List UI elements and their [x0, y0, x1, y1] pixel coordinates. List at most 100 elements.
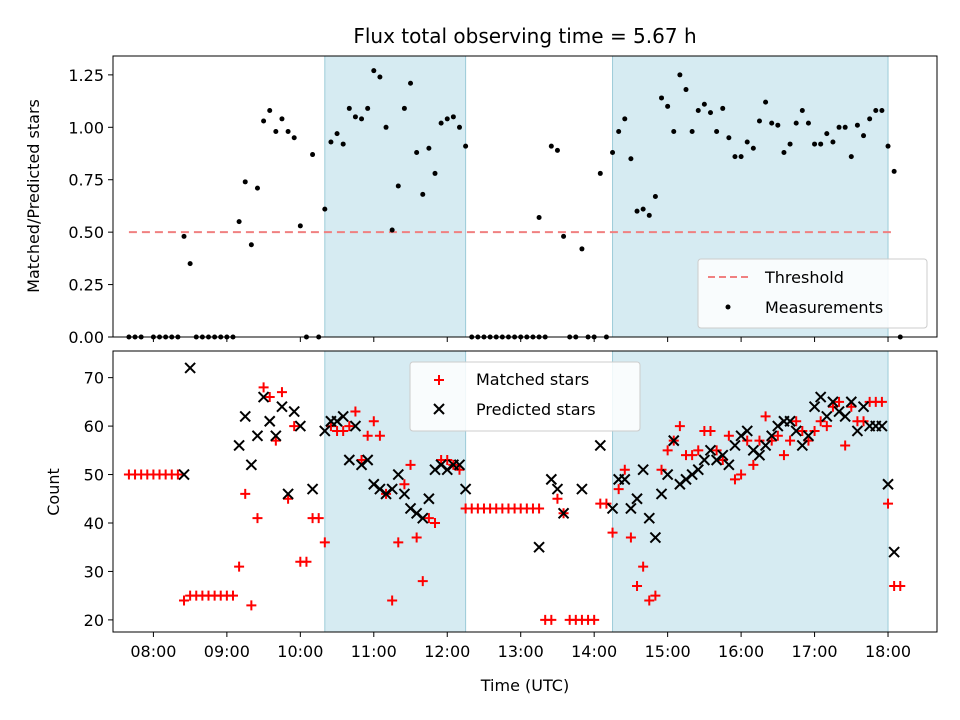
shaded-interval — [612, 351, 889, 632]
predicted-star-marker — [361, 454, 374, 466]
predicted-star-marker — [417, 512, 429, 524]
measurement-point — [659, 95, 665, 101]
predicted-star-marker — [545, 473, 558, 486]
matched-star-marker — [179, 595, 190, 606]
matched-star-marker — [821, 421, 832, 432]
y-tick-label: 50 — [84, 466, 104, 485]
measurement-point — [536, 214, 542, 220]
measurement-point — [346, 105, 352, 111]
y-tick-label: 40 — [84, 514, 104, 533]
matched-star-marker — [362, 430, 373, 441]
measurement-point — [297, 223, 303, 229]
matched-star-marker — [368, 416, 379, 427]
predicted-star-marker — [796, 439, 809, 452]
legend-matched-label: Matched stars — [476, 370, 589, 389]
measurement-point — [597, 170, 603, 176]
bottom-y-axis-label: Count — [44, 468, 63, 516]
x-tick-label: 16:00 — [718, 642, 764, 661]
measurement-point — [622, 116, 628, 122]
predicted-star-marker — [233, 439, 245, 452]
matched-star-marker — [546, 614, 557, 625]
measurement-point — [665, 103, 671, 109]
measurement-point — [646, 212, 652, 218]
predicted-star-marker — [704, 444, 717, 457]
matched-star-marker — [423, 513, 434, 524]
measurement-point — [450, 114, 456, 120]
matched-star-marker — [374, 430, 385, 441]
matched-star-marker — [711, 445, 722, 456]
predicted-star-marker — [533, 541, 545, 553]
predicted-star-marker — [337, 410, 349, 423]
matched-star-marker — [662, 445, 673, 456]
matched-star-marker — [276, 387, 287, 398]
matched-star-marker — [760, 411, 771, 422]
predicted-star-marker — [649, 531, 662, 544]
predicted-star-marker — [282, 488, 294, 500]
predicted-star-marker — [270, 430, 282, 442]
measurement-point — [695, 108, 701, 114]
x-tick-label: 15:00 — [645, 642, 691, 661]
matched-star-marker — [350, 406, 361, 417]
matched-star-marker — [417, 576, 428, 587]
measurement-point — [579, 246, 585, 252]
predicted-star-marker — [184, 362, 196, 374]
y-tick-label: 70 — [84, 369, 104, 388]
predicted-star-marker — [692, 463, 704, 476]
measurement-point — [756, 118, 762, 124]
measurement-point — [181, 233, 187, 239]
x-tick-label: 09:00 — [204, 642, 250, 661]
matched-star-marker — [876, 396, 887, 407]
matched-star-marker — [705, 425, 716, 436]
measurement-point — [671, 128, 677, 134]
x-tick-label: 10:00 — [277, 642, 323, 661]
chart-title: Flux total observing time = 5.67 h — [353, 24, 696, 48]
measurement-point — [805, 120, 811, 126]
matched-star-marker — [283, 493, 294, 504]
predicted-star-marker — [661, 468, 674, 481]
measurement-point — [389, 227, 395, 233]
measurement-points — [126, 68, 903, 340]
matched-star-marker — [693, 445, 704, 456]
predicted-star-marker — [459, 483, 472, 495]
predicted-star-marker — [717, 449, 729, 461]
measurement-point — [775, 122, 781, 128]
measurement-point — [787, 141, 793, 147]
predicted-star-marker — [294, 420, 307, 432]
predicted-star-marker — [784, 415, 796, 427]
predicted-star-marker — [251, 430, 264, 442]
matched-star-marker — [387, 595, 398, 606]
measurement-point — [408, 80, 414, 86]
matched-star-marker — [399, 479, 410, 490]
matched-star-marker — [742, 435, 753, 446]
predicted-star-marker — [606, 502, 619, 515]
matched-star-marker — [656, 464, 667, 475]
y-tick-label: 0.50 — [68, 223, 104, 242]
measurement-point — [377, 74, 383, 80]
predicted-star-marker — [643, 512, 655, 524]
measurement-point — [683, 87, 689, 93]
x-tick-label: 18:00 — [865, 642, 911, 661]
matched-star-marker — [552, 493, 563, 504]
predicted-star-marker — [257, 391, 270, 403]
bottom-legend-box — [409, 361, 641, 432]
measurement-point — [750, 145, 756, 151]
bottom-axes-frame — [112, 350, 938, 633]
measurement-point — [267, 108, 273, 114]
top-y-ticks: 0.00 0.25 0.50 0.75 1.00 1.25 — [68, 66, 113, 347]
measurement-point — [261, 118, 267, 124]
legend-measurements-swatch — [725, 304, 731, 310]
bottom-panel: 20 30 40 50 60 70 08:00 09:00 10:00 11:00 12:00 13… — [44, 350, 938, 695]
measurement-point — [652, 194, 658, 199]
measurement-point — [254, 185, 260, 191]
measurement-point — [340, 141, 346, 147]
measurement-point — [444, 116, 450, 122]
matched-star-marker — [778, 450, 789, 461]
x-tick-label: 12:00 — [424, 642, 470, 661]
matched-star-marker — [846, 401, 857, 412]
matched-star-marker — [313, 513, 324, 524]
matched-star-marker — [405, 459, 416, 470]
predicted-star-marker — [349, 420, 362, 432]
y-tick-label: 30 — [84, 562, 104, 581]
predicted-stars-points — [178, 362, 900, 558]
matched-star-marker — [301, 556, 312, 567]
